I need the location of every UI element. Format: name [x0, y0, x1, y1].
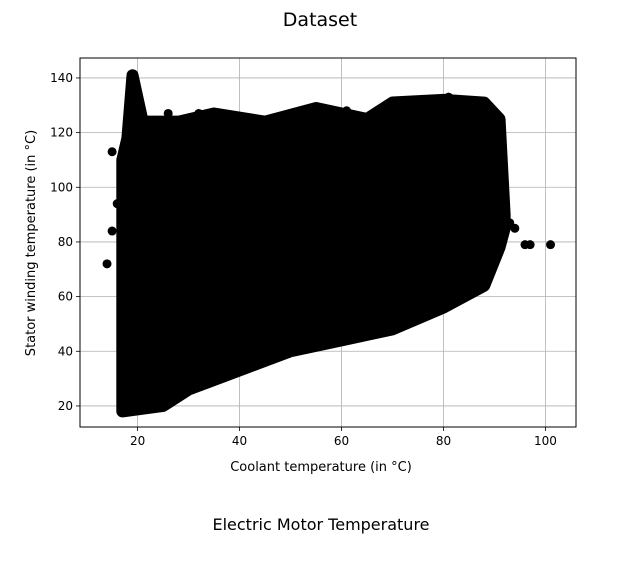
x-tick-label: 40 — [232, 434, 247, 448]
scatter-point — [342, 106, 352, 116]
scatter-point — [479, 272, 489, 282]
y-tick-label: 40 — [58, 344, 73, 358]
plot-frame — [79, 57, 577, 428]
y-axis: 20 40 60 80 100 120 140 — [50, 71, 80, 413]
x-tick-label: 80 — [436, 434, 451, 448]
scatter-point — [546, 240, 556, 250]
scatter-point — [525, 240, 535, 250]
chart-title: Dataset — [283, 9, 357, 31]
x-tick-label: 60 — [334, 434, 349, 448]
figure-caption: Electric Motor Temperature — [212, 515, 429, 534]
x-axis: 20 40 60 80 100 — [130, 427, 557, 448]
scatter-point — [107, 147, 117, 157]
scatter-point — [444, 92, 454, 102]
y-tick-label: 80 — [58, 235, 73, 249]
scatter-point — [102, 259, 112, 269]
dense-point-cloud — [116, 69, 511, 418]
scatter-point — [316, 103, 326, 113]
x-tick-label: 100 — [534, 434, 557, 448]
scatter-point — [117, 177, 127, 187]
y-tick-label: 60 — [58, 290, 73, 304]
scatter-point — [112, 199, 122, 209]
y-axis-label: Stator winding temperature (in °C) — [24, 130, 39, 356]
scatter-point — [510, 223, 520, 233]
scatter-point — [107, 226, 117, 236]
scatter-point — [163, 108, 173, 118]
data-points — [102, 69, 556, 418]
scatter-point — [194, 108, 204, 118]
y-tick-label: 140 — [50, 71, 73, 85]
y-tick-label: 120 — [50, 126, 73, 140]
x-tick-label: 20 — [130, 434, 145, 448]
x-axis-label: Coolant temperature (in °C) — [230, 460, 412, 475]
y-tick-label: 100 — [50, 180, 73, 194]
y-tick-label: 20 — [58, 399, 73, 413]
